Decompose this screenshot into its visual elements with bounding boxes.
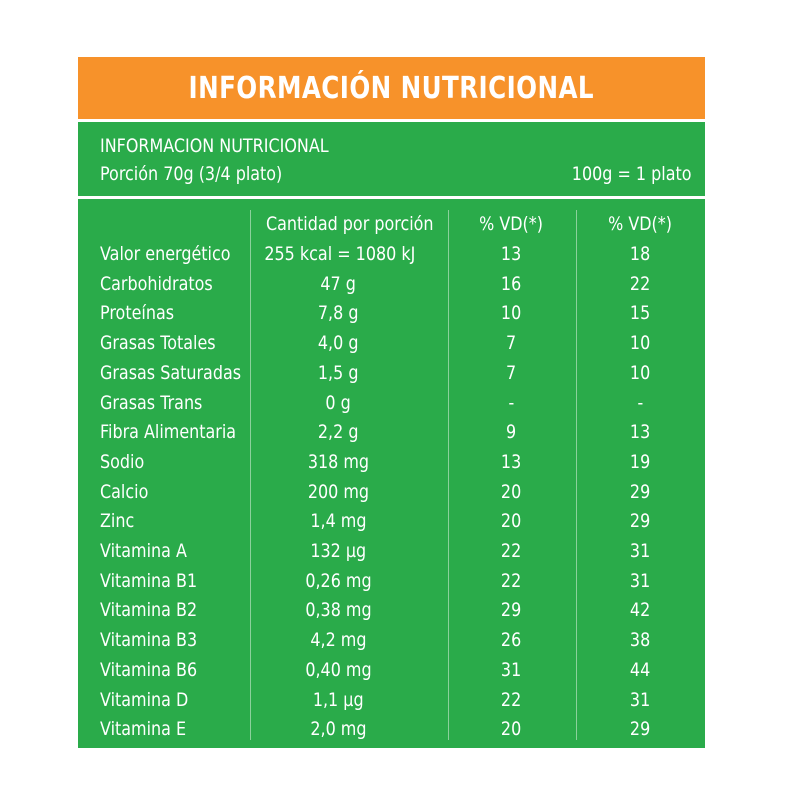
- nutrient-quantity: 1,1 µg: [312, 689, 364, 711]
- column-divider: [576, 210, 577, 740]
- nutrient-name: Valor energético: [100, 243, 231, 265]
- nutrient-name: Carbohidratos: [100, 273, 213, 295]
- nutrient-quantity: 47 g: [320, 273, 356, 295]
- nutrient-name: Vitamina D: [100, 689, 189, 711]
- nutrient-quantity: 2,2 g: [317, 421, 359, 443]
- nutrient-vd-100g: 42: [629, 599, 651, 621]
- nutrient-name: Vitamina B2: [100, 599, 198, 621]
- nutrient-name: Grasas Trans: [100, 392, 203, 414]
- white-stripe-top: [78, 119, 705, 122]
- nutrient-vd-100g: 38: [629, 629, 651, 651]
- nutrient-vd-portion: 22: [500, 570, 522, 592]
- column-header-vd-100g: % VD(*): [608, 213, 672, 235]
- nutrient-vd-portion: 20: [500, 718, 522, 740]
- white-stripe-bottom: [78, 196, 705, 199]
- banner-title: INFORMACIÓN NUTRICIONAL: [188, 70, 595, 106]
- nutrient-name: Sodio: [100, 451, 145, 473]
- nutrient-quantity: 0,26 mg: [304, 570, 372, 592]
- nutrient-vd-100g: 31: [629, 570, 651, 592]
- reference-size: 100g = 1 plato: [572, 163, 692, 185]
- nutrient-vd-100g: 44: [629, 659, 651, 681]
- nutrient-vd-portion: 16: [500, 273, 522, 295]
- column-header-quantity: Cantidad por porción: [265, 213, 434, 235]
- nutrient-vd-100g: 22: [629, 273, 651, 295]
- nutrient-name: Vitamina A: [100, 540, 187, 562]
- nutrient-vd-100g: 15: [629, 302, 651, 324]
- nutrient-name: Vitamina B6: [100, 659, 198, 681]
- nutrient-name: Vitamina B1: [100, 570, 198, 592]
- nutrient-name: Grasas Totales: [100, 332, 216, 354]
- nutrient-quantity: 4,0 g: [317, 332, 359, 354]
- nutrient-vd-portion: 31: [500, 659, 522, 681]
- nutrient-vd-portion: 13: [500, 243, 522, 265]
- serving-size: Porción 70g (3/4 plato): [100, 163, 283, 185]
- nutrient-vd-portion: 7: [505, 332, 517, 354]
- nutrient-vd-100g: 18: [629, 243, 651, 265]
- nutrient-vd-portion: 9: [505, 421, 517, 443]
- nutrient-quantity: 0,38 mg: [304, 599, 372, 621]
- nutrient-vd-100g: 31: [629, 540, 651, 562]
- nutrient-quantity: 255 kcal = 1080 kJ: [264, 243, 416, 265]
- nutrient-vd-portion: 10: [500, 302, 522, 324]
- column-header-vd-portion: % VD(*): [479, 213, 543, 235]
- nutrient-quantity: 0 g: [325, 392, 351, 414]
- nutrient-quantity: 132 µg: [310, 540, 366, 562]
- nutrient-vd-100g: 10: [629, 362, 651, 384]
- nutrient-name: Calcio: [100, 481, 149, 503]
- header-title: INFORMACION NUTRICIONAL: [100, 135, 329, 157]
- title-banner: INFORMACIÓN NUTRICIONAL: [78, 57, 705, 119]
- nutrient-name: Grasas Saturadas: [100, 362, 242, 384]
- nutrient-name: Zinc: [100, 510, 135, 532]
- nutrient-vd-portion: 22: [500, 540, 522, 562]
- column-divider: [448, 210, 449, 740]
- nutrient-vd-portion: 26: [500, 629, 522, 651]
- nutrient-vd-portion: 20: [500, 481, 522, 503]
- nutrient-vd-portion: 13: [500, 451, 522, 473]
- nutrient-vd-100g: 10: [629, 332, 651, 354]
- nutrient-quantity: 200 mg: [307, 481, 369, 503]
- nutrient-quantity: 318 mg: [307, 451, 369, 473]
- nutrient-vd-portion: 22: [500, 689, 522, 711]
- nutrient-vd-portion: 20: [500, 510, 522, 532]
- nutrient-vd-portion: 29: [500, 599, 522, 621]
- nutrition-table: Cantidad por porción % VD(*) % VD(*) Val…: [78, 202, 705, 748]
- nutrition-panel: INFORMACIÓN NUTRICIONAL INFORMACION NUTR…: [78, 57, 705, 748]
- nutrient-vd-100g: 29: [629, 481, 651, 503]
- nutrient-vd-100g: 13: [629, 421, 651, 443]
- nutrient-name: Fibra Alimentaria: [100, 421, 237, 443]
- nutrient-quantity: 4,2 mg: [309, 629, 367, 651]
- nutrient-vd-100g: 19: [629, 451, 651, 473]
- nutrient-quantity: 1,4 mg: [309, 510, 367, 532]
- nutrient-quantity: 7,8 g: [317, 302, 359, 324]
- nutrient-name: Proteínas: [100, 302, 175, 324]
- nutrient-vd-100g: -: [637, 392, 643, 414]
- serving-header: INFORMACION NUTRICIONAL Porción 70g (3/4…: [78, 125, 705, 196]
- nutrient-quantity: 0,40 mg: [304, 659, 372, 681]
- nutrient-vd-100g: 29: [629, 510, 651, 532]
- nutrient-vd-100g: 29: [629, 718, 651, 740]
- nutrient-vd-portion: -: [508, 392, 514, 414]
- nutrient-name: Vitamina B3: [100, 629, 198, 651]
- nutrient-vd-portion: 7: [505, 362, 517, 384]
- nutrient-vd-100g: 31: [629, 689, 651, 711]
- column-divider: [250, 210, 251, 740]
- nutrient-quantity: 1,5 g: [317, 362, 359, 384]
- nutrient-quantity: 2,0 mg: [309, 718, 367, 740]
- nutrient-name: Vitamina E: [100, 718, 187, 740]
